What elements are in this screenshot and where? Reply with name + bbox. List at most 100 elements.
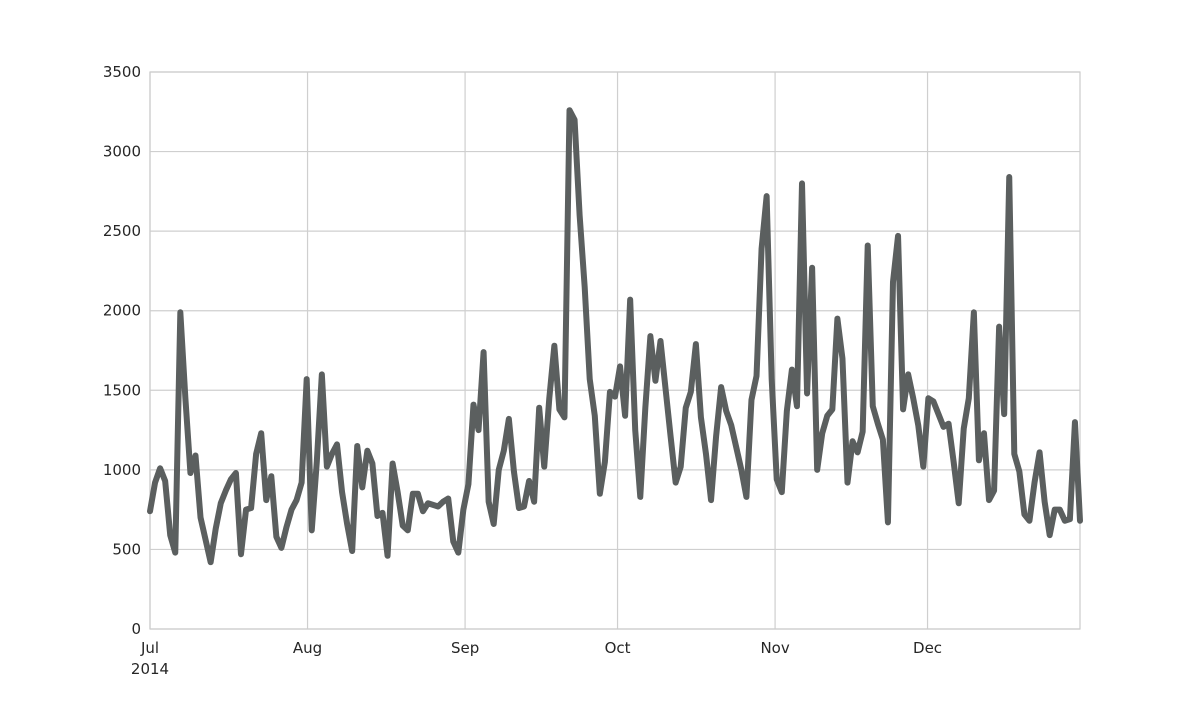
data-point	[846, 481, 850, 485]
data-point	[744, 495, 748, 499]
data-point	[375, 514, 379, 518]
data-point	[835, 317, 839, 321]
data-point	[633, 428, 637, 432]
data-point	[350, 549, 354, 553]
data-point	[583, 285, 587, 289]
data-point	[239, 552, 243, 556]
data-point	[193, 454, 197, 458]
data-point	[158, 466, 162, 470]
data-point	[325, 465, 329, 469]
data-point	[760, 247, 764, 251]
data-point	[694, 342, 698, 346]
data-point	[482, 350, 486, 354]
data-point	[209, 560, 213, 564]
data-point	[896, 234, 900, 238]
data-point	[259, 431, 263, 435]
data-point	[1063, 519, 1067, 523]
data-point	[972, 310, 976, 314]
data-point	[487, 500, 491, 504]
data-point	[714, 434, 718, 438]
data-point	[704, 452, 708, 456]
data-point	[739, 468, 743, 472]
data-point	[471, 403, 475, 407]
x-tick-label: Jul	[140, 639, 159, 657]
data-point	[962, 426, 966, 430]
data-point	[477, 428, 481, 432]
data-point	[618, 364, 622, 368]
data-point	[1017, 469, 1021, 473]
data-point	[365, 449, 369, 453]
data-point	[775, 477, 779, 481]
data-point	[881, 438, 885, 442]
data-point	[749, 398, 753, 402]
data-point	[765, 194, 769, 198]
data-point	[340, 490, 344, 494]
data-point	[522, 504, 526, 508]
y-tick-label: 1500	[103, 381, 141, 399]
data-point	[689, 390, 693, 394]
data-point	[1033, 481, 1037, 485]
data-point	[446, 497, 450, 501]
data-point	[345, 522, 349, 526]
data-point	[684, 406, 688, 410]
data-point	[1078, 519, 1082, 523]
series-line	[147, 107, 1083, 566]
data-point	[562, 415, 566, 419]
data-point	[931, 399, 935, 403]
data-point	[780, 490, 784, 494]
data-point	[492, 522, 496, 526]
x-tick-label: Nov	[760, 639, 789, 657]
data-point	[992, 489, 996, 493]
data-point	[441, 500, 445, 504]
data-point	[249, 506, 253, 510]
data-point	[825, 414, 829, 418]
data-point	[370, 461, 374, 465]
y-tick-label: 1000	[103, 461, 141, 479]
data-point	[643, 406, 647, 410]
y-tick-label: 0	[131, 620, 141, 638]
plot-frame	[149, 71, 1081, 630]
data-point	[244, 508, 248, 512]
data-point	[800, 181, 804, 185]
x-tick-label: Aug	[293, 639, 322, 657]
data-point	[588, 377, 592, 381]
x-tick-label: Dec	[913, 639, 942, 657]
data-point	[906, 372, 910, 376]
data-point	[547, 396, 551, 400]
data-point	[305, 377, 309, 381]
data-point	[497, 468, 501, 472]
data-point	[891, 280, 895, 284]
data-point	[982, 431, 986, 435]
data-point	[421, 509, 425, 513]
data-points	[148, 108, 1082, 564]
data-point	[568, 108, 572, 112]
data-point	[653, 379, 657, 383]
data-point	[861, 430, 865, 434]
data-point	[284, 525, 288, 529]
data-point	[886, 520, 890, 524]
data-point	[188, 471, 192, 475]
data-point	[770, 377, 774, 381]
data-point	[330, 452, 334, 456]
data-point	[183, 396, 187, 400]
x-tick-label: Oct	[605, 639, 631, 657]
data-point	[810, 266, 814, 270]
data-point	[527, 479, 531, 483]
data-point	[391, 461, 395, 465]
data-point	[411, 492, 415, 496]
data-point	[224, 489, 228, 493]
data-point	[593, 414, 597, 418]
data-point	[254, 452, 258, 456]
data-point	[279, 546, 283, 550]
data-point	[830, 407, 834, 411]
data-point	[517, 506, 521, 510]
data-point	[699, 415, 703, 419]
data-point	[987, 498, 991, 502]
data-point	[290, 508, 294, 512]
data-point	[168, 533, 172, 537]
data-point	[921, 465, 925, 469]
data-point	[623, 414, 627, 418]
data-point	[669, 434, 673, 438]
data-point	[436, 504, 440, 508]
data-point	[674, 481, 678, 485]
